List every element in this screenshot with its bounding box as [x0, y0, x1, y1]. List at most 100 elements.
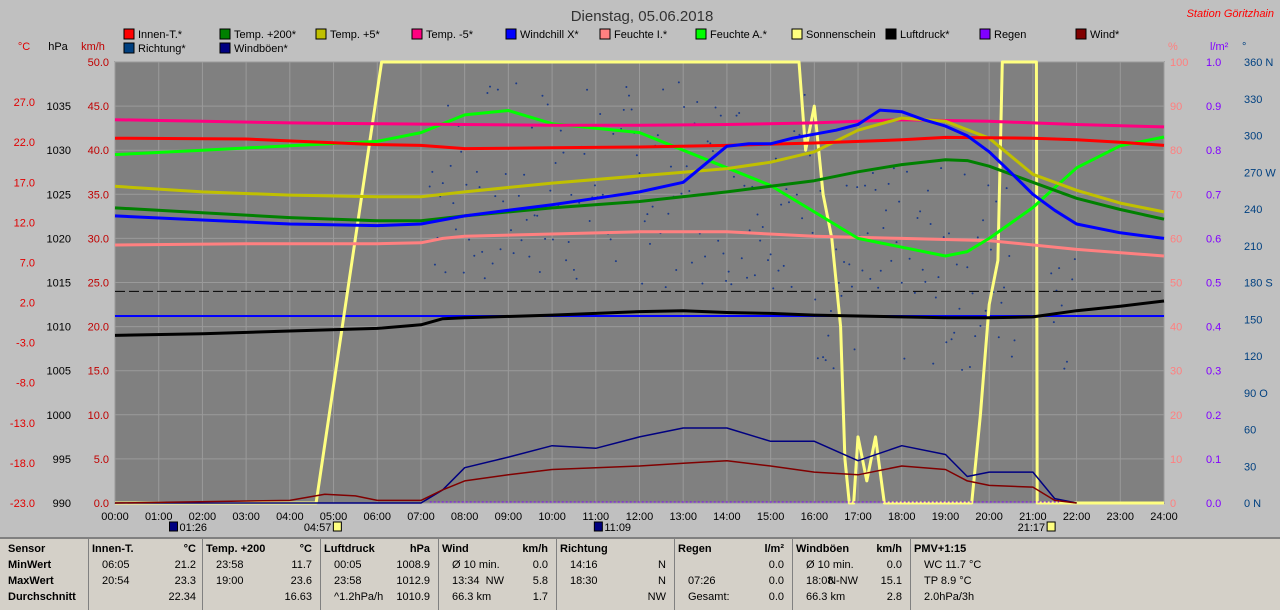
- stats-value: 1008.9: [396, 559, 430, 571]
- right-axis-unit: l/m²: [1210, 41, 1229, 53]
- legend-swatch: [1075, 28, 1087, 40]
- hpa-tick: 1030: [47, 145, 71, 157]
- direction-dot: [599, 113, 602, 116]
- direction-dot: [1071, 278, 1074, 281]
- stats-value: 11.7: [291, 559, 312, 571]
- legend-swatch: [219, 28, 231, 40]
- direction-dot: [628, 94, 631, 97]
- stats-row: Ø 10 min. 0.0: [442, 557, 554, 573]
- direction-dot: [921, 268, 924, 271]
- direction-dot: [460, 150, 463, 153]
- direction-dot: [919, 210, 922, 213]
- direction-dot: [478, 186, 481, 189]
- x-tick: 01:00: [145, 511, 173, 523]
- direction-dot: [746, 276, 749, 279]
- x-tick: 18:00: [888, 511, 916, 523]
- stats-column-title: PMV+1:15: [914, 543, 967, 555]
- stats-row: 00:05 1008.9: [324, 557, 436, 573]
- temp-tick: 7.0: [20, 257, 35, 269]
- direction-dot: [895, 241, 898, 244]
- rain-tick: 0.5: [1206, 278, 1221, 290]
- direction-dot: [974, 335, 977, 338]
- direction-dot: [840, 294, 843, 297]
- stats-column-header: PMV+1:15: [914, 541, 1024, 557]
- direction-dot: [685, 165, 688, 168]
- direction-dot: [942, 236, 945, 239]
- direction-dot: [536, 214, 539, 217]
- x-tick: 16:00: [801, 511, 829, 523]
- pct-tick: 80: [1170, 145, 1182, 157]
- stats-column: Innen-T. °C 06:05 21.2 20:54 23.3 22.34: [92, 541, 202, 608]
- stats-column-unit: °C: [299, 543, 312, 555]
- direction-dot: [651, 205, 654, 208]
- marker-icon: [1046, 521, 1056, 532]
- legend-label: Temp. -5*: [426, 29, 474, 41]
- stats-row: 20:54 23.3: [92, 573, 202, 589]
- direction-dot: [871, 171, 874, 174]
- legend-label: Sonnenschein: [806, 29, 876, 41]
- x-tick: 08:00: [451, 511, 479, 523]
- stats-time: ^1.2hPa/h: [334, 591, 384, 603]
- direction-dot: [525, 218, 528, 221]
- legend-label: Regen: [994, 29, 1026, 41]
- temp-tick: 22.0: [14, 137, 35, 149]
- direction-dot: [832, 367, 835, 370]
- stats-column-title: Windböen: [796, 543, 850, 555]
- direction-dot: [958, 307, 961, 310]
- direction-dot: [861, 269, 864, 272]
- direction-dot: [567, 241, 570, 244]
- direction-dot: [725, 279, 728, 282]
- x-axis-ticks: 00:00 01:00 02:00 03:00 04:00 05:00 06:00 07:00…: [101, 511, 1178, 523]
- legend-swatch: [885, 28, 897, 40]
- direction-dot: [787, 201, 790, 204]
- hpa-tick: 1010: [47, 322, 71, 334]
- direction-dot: [706, 140, 709, 143]
- temp-tick: -23.0: [10, 498, 35, 510]
- stats-row: 22.34: [92, 589, 202, 605]
- direction-dot: [494, 195, 497, 198]
- stats-value: 1012.9: [396, 575, 430, 587]
- deg-tick: 330: [1244, 94, 1262, 106]
- direction-dot: [664, 286, 667, 289]
- direction-dot: [819, 189, 822, 192]
- pct-tick: 50: [1170, 278, 1182, 290]
- stats-column-header: Richtung: [560, 541, 672, 557]
- legend-label: Feuchte I.*: [614, 29, 668, 41]
- kmh-tick: 15.0: [88, 366, 109, 378]
- x-tick: 03:00: [232, 511, 260, 523]
- stats-separator: [320, 539, 321, 610]
- stats-row: 0.0: [678, 557, 790, 573]
- legend-swatch: [123, 42, 135, 54]
- direction-dot: [449, 164, 452, 167]
- temp-tick: -13.0: [10, 418, 35, 430]
- stats-separator: [88, 539, 89, 610]
- direction-dot: [803, 93, 806, 96]
- direction-dot: [1058, 267, 1061, 270]
- direction-dot: [790, 285, 793, 288]
- direction-dot: [743, 184, 746, 187]
- direction-dot: [879, 269, 882, 272]
- direction-dot: [428, 185, 431, 188]
- stats-column-unit: l/m²: [764, 543, 784, 555]
- direction-dot: [711, 150, 714, 153]
- stats-value: 0.0: [768, 575, 784, 587]
- stats-time: 66.3 km: [806, 591, 846, 603]
- x-tick: 24:00: [1150, 511, 1178, 523]
- direction-dot: [898, 200, 901, 203]
- direction-dot: [583, 152, 586, 155]
- row-label-sensor: Sensor: [8, 543, 46, 555]
- direction-dot: [892, 167, 895, 170]
- direction-dot: [1052, 321, 1055, 324]
- series-line: [114, 459, 1077, 504]
- chart-title: Dienstag, 05.06.2018: [571, 8, 714, 25]
- direction-dot: [995, 200, 998, 203]
- direction-dot: [761, 225, 764, 228]
- direction-dot: [864, 184, 867, 187]
- legend-label: Innen-T.*: [138, 29, 183, 41]
- series-lines: [114, 60, 1165, 505]
- direction-dot: [483, 277, 486, 280]
- x-tick: 22:00: [1063, 511, 1091, 523]
- direction-dot: [887, 182, 890, 185]
- direction-dot: [690, 261, 693, 264]
- stats-separator: [438, 539, 439, 610]
